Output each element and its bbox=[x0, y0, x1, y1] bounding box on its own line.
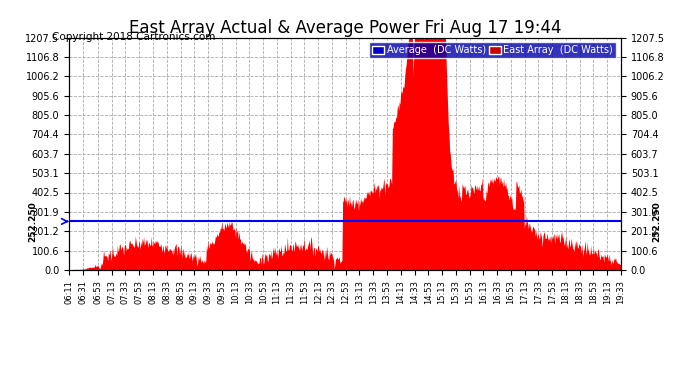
Text: 252.250: 252.250 bbox=[652, 201, 662, 242]
Title: East Array Actual & Average Power Fri Aug 17 19:44: East Array Actual & Average Power Fri Au… bbox=[129, 20, 561, 38]
Text: 252.250: 252.250 bbox=[28, 201, 38, 242]
Text: Copyright 2018 Cartronics.com: Copyright 2018 Cartronics.com bbox=[52, 32, 215, 42]
Legend: Average  (DC Watts), East Array  (DC Watts): Average (DC Watts), East Array (DC Watts… bbox=[369, 42, 616, 58]
